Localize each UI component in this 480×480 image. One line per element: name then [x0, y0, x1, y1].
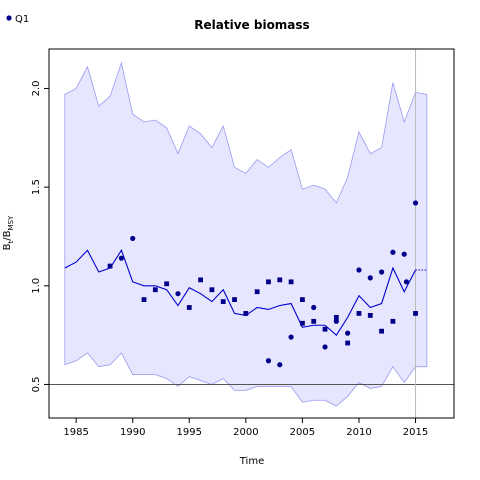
observation-square: [186, 305, 192, 310]
y-axis-label-mid: /B: [2, 230, 13, 240]
observation-circle: [356, 267, 362, 273]
x-tick-label: 1995: [177, 427, 202, 438]
x-tick-label: 2005: [290, 427, 315, 438]
observation-circle: [288, 334, 294, 340]
y-axis-label: Bt/BMSY: [2, 215, 15, 250]
observation-square: [266, 279, 271, 285]
y-tick-label: 1.0: [31, 278, 42, 294]
plot-area: [49, 49, 454, 418]
observation-square: [333, 314, 339, 320]
observation-circle: [412, 200, 419, 206]
y-tick-label: 1.5: [31, 179, 42, 195]
axes: 1985 1990 1995 2000 2005 2010 2015 0.5 1.0 1.5 2.0: [31, 81, 428, 438]
observation-circle: [403, 279, 410, 285]
series-line-q1: [64, 249, 417, 336]
observation-square: [345, 340, 351, 346]
observation-circle: [130, 235, 136, 242]
observation-square: [300, 320, 305, 326]
x-tick-label: 1985: [63, 427, 88, 438]
legend: Q1: [6, 14, 29, 25]
observation-square: [232, 297, 237, 303]
observation-circle: [175, 291, 181, 297]
observation-square: [390, 318, 396, 324]
y-axis-label-main: B: [2, 243, 13, 250]
y-axis-label-sub2: MSY: [7, 215, 15, 230]
observation-square: [311, 318, 317, 324]
y-axis-label-sub1: t: [7, 240, 15, 243]
x-tick-label: 2010: [346, 427, 371, 438]
observation-square: [254, 289, 260, 295]
observation-square: [107, 263, 113, 269]
legend-label-q1: Q1: [15, 14, 29, 25]
observation-square: [164, 281, 170, 287]
observation-circle: [390, 249, 396, 255]
x-tick-label: 1990: [120, 427, 145, 438]
y-tick-label: 0.5: [31, 377, 42, 393]
observation-square: [243, 311, 249, 316]
x-tick-label: 2015: [403, 427, 428, 438]
observation-circle: [401, 251, 407, 257]
observation-square: [277, 277, 283, 283]
observation-circle: [333, 318, 339, 324]
observation-circle: [322, 344, 328, 350]
x-tick-label: 2000: [233, 427, 258, 438]
observation-square: [413, 311, 418, 316]
observation-circle: [277, 362, 283, 368]
observation-square: [322, 326, 328, 332]
plot-frame: [48, 48, 455, 419]
observation-square: [379, 328, 384, 334]
observation-circle: [118, 255, 125, 261]
observation-square: [141, 297, 147, 303]
observation-square: [300, 297, 305, 303]
observation-square: [152, 287, 158, 293]
observation-square: [198, 277, 203, 283]
observation-circle: [265, 358, 272, 364]
observation-square: [220, 299, 226, 304]
x-axis-label: Time: [239, 456, 264, 467]
observation-circle: [345, 330, 351, 336]
observation-circle: [367, 275, 373, 281]
observation-circle: [378, 269, 385, 275]
observation-circle: [311, 304, 317, 311]
observation-square: [356, 311, 362, 316]
observation-square: [209, 287, 215, 293]
chart-title: Relative biomass: [194, 18, 309, 32]
confidence-band: [64, 61, 428, 407]
observation-square: [288, 279, 294, 285]
observation-square: [367, 312, 373, 318]
legend-marker-q1: [6, 15, 12, 21]
y-tick-label: 2.0: [31, 81, 42, 97]
